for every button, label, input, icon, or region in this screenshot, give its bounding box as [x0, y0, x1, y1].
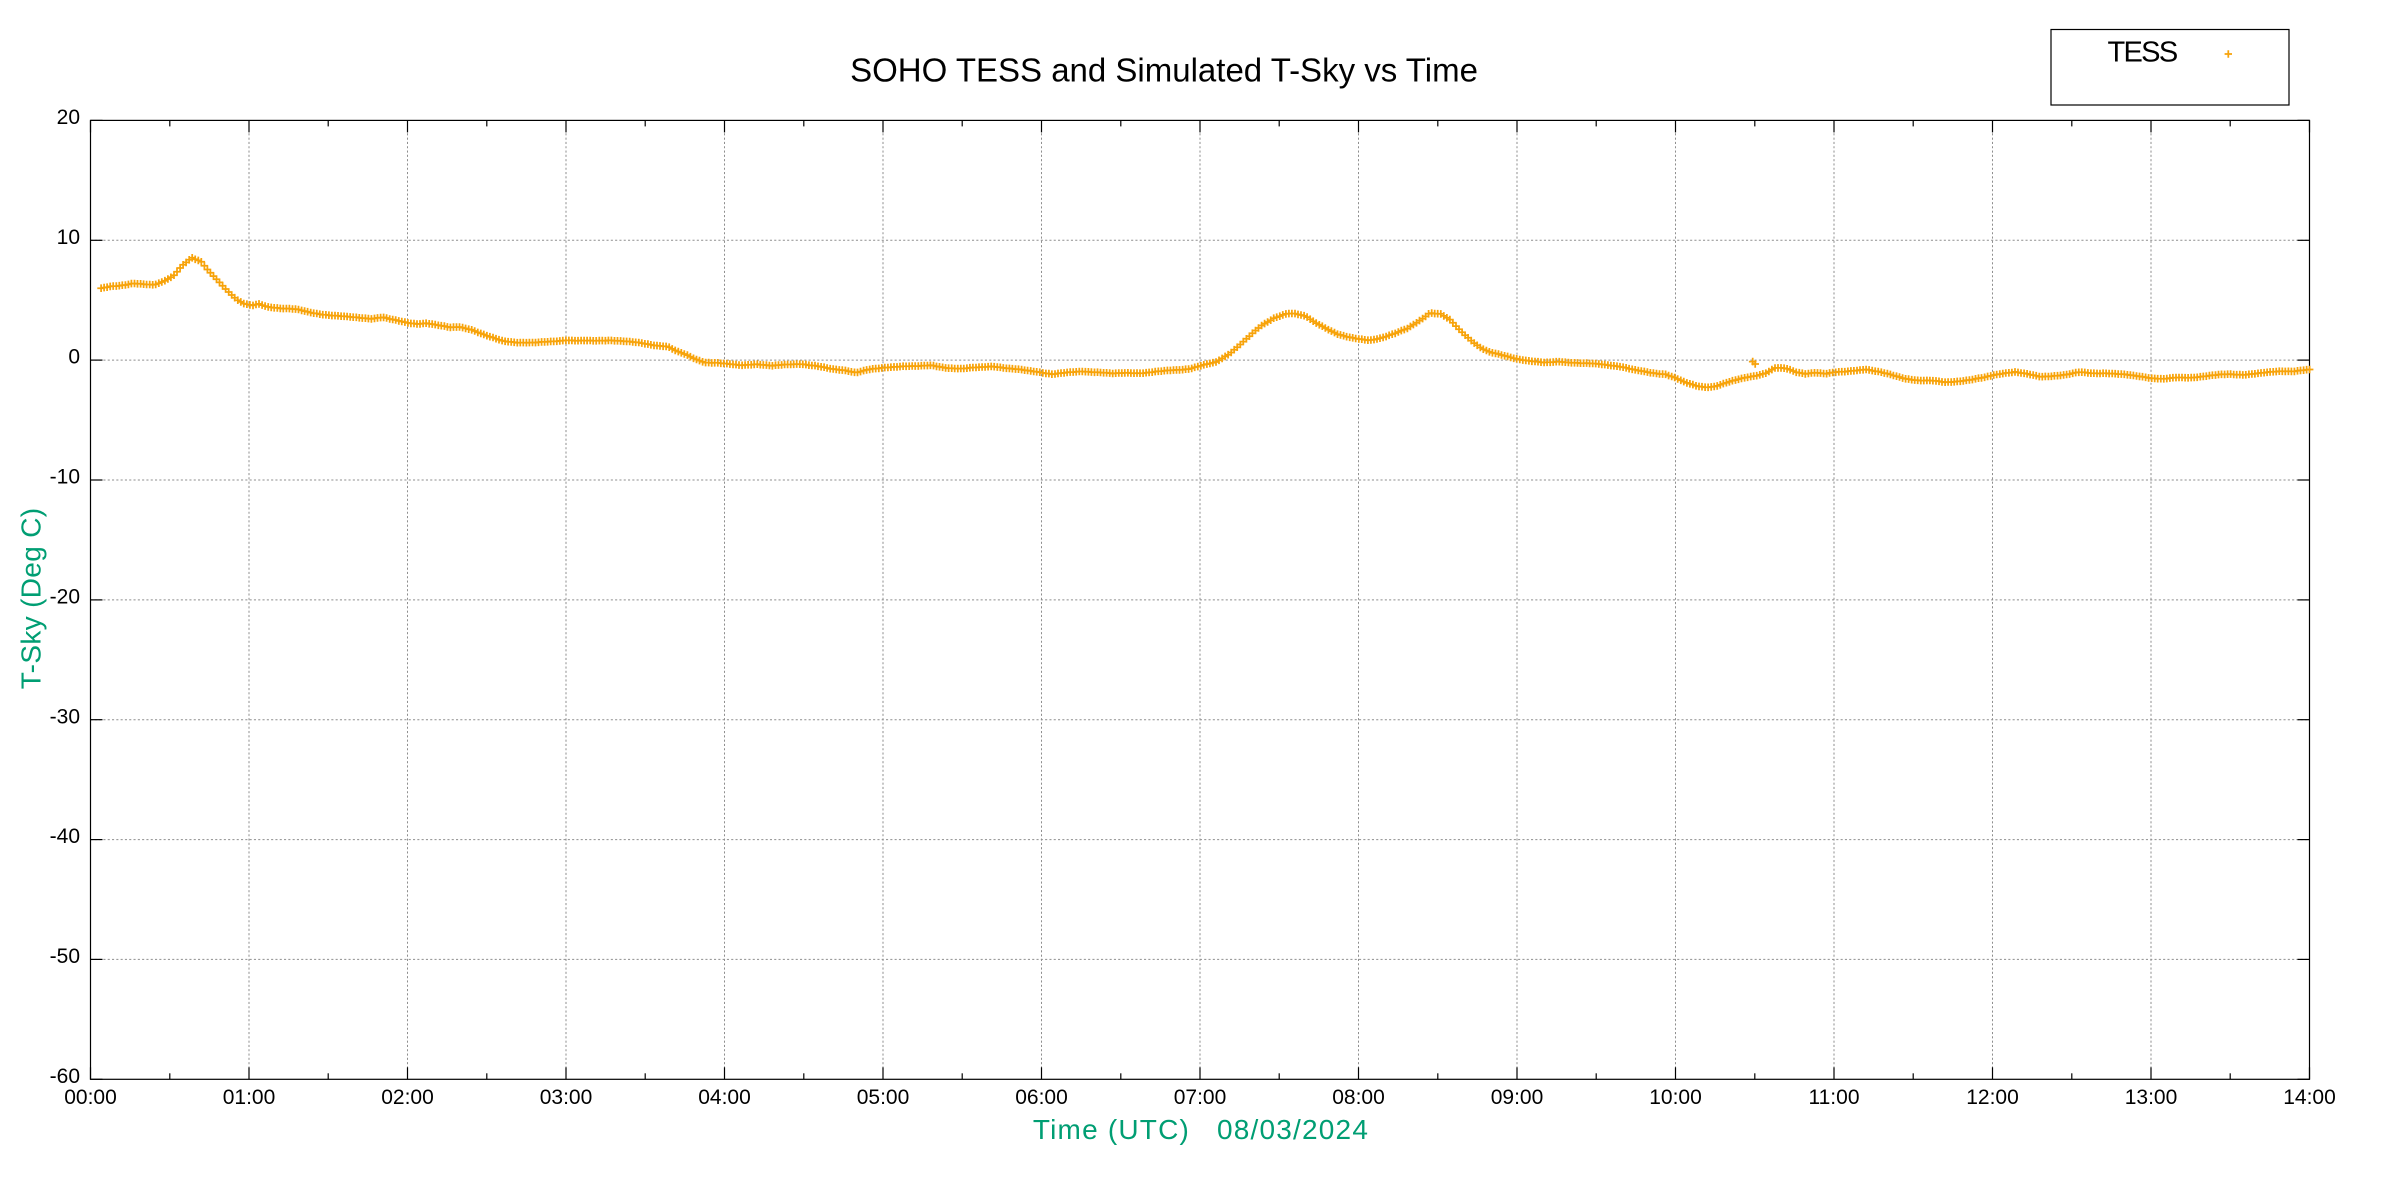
svg-text:0: 0: [68, 346, 80, 369]
svg-text:-20: -20: [50, 586, 80, 609]
svg-text:03:00: 03:00: [540, 1086, 593, 1109]
svg-text:10: 10: [57, 226, 80, 249]
svg-text:02:00: 02:00: [381, 1086, 434, 1109]
svg-text:-60: -60: [50, 1065, 80, 1088]
svg-text:12:00: 12:00: [1966, 1086, 2019, 1109]
svg-text:06:00: 06:00: [1015, 1086, 1068, 1109]
svg-text:-10: -10: [50, 466, 80, 489]
svg-text:08:00: 08:00: [1332, 1086, 1385, 1109]
svg-text:11:00: 11:00: [1809, 1086, 1860, 1109]
svg-text:10:00: 10:00: [1649, 1086, 1702, 1109]
svg-text:13:00: 13:00: [2125, 1086, 2178, 1109]
svg-text:-50: -50: [50, 945, 80, 968]
svg-text:T-Sky (Deg C): T-Sky (Deg C): [16, 508, 47, 690]
svg-text:07:00: 07:00: [1174, 1086, 1227, 1109]
svg-text:TESS: TESS: [2108, 37, 2178, 69]
svg-text:09:00: 09:00: [1491, 1086, 1544, 1109]
svg-text:SOHO TESS and Simulated T-Sky: SOHO TESS and Simulated T-Sky vs Time: [850, 52, 1478, 89]
svg-text:00:00: 00:00: [64, 1086, 117, 1109]
svg-text:01:00: 01:00: [223, 1086, 276, 1109]
svg-text:Time (UTC) 08/03/2024: Time (UTC) 08/03/2024: [1033, 1114, 1369, 1145]
svg-text:20: 20: [57, 106, 80, 129]
svg-text:14:00: 14:00: [2283, 1086, 2336, 1109]
svg-text:-40: -40: [50, 825, 80, 848]
svg-text:-30: -30: [50, 705, 80, 728]
svg-text:05:00: 05:00: [857, 1086, 910, 1109]
svg-text:04:00: 04:00: [698, 1086, 751, 1109]
